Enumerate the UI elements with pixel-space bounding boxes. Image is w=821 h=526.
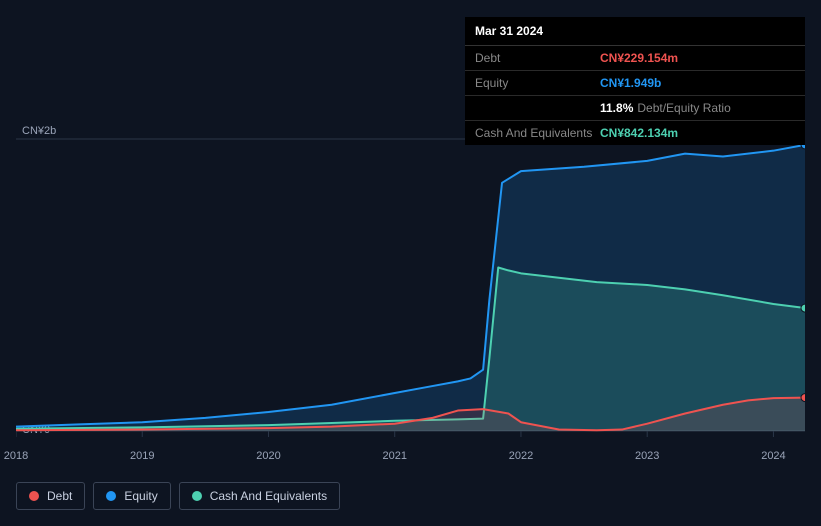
x-tick-label: 2024 (761, 450, 785, 462)
x-tick-label: 2023 (635, 450, 659, 462)
tooltip-row-equity: Equity CN¥1.949b (465, 71, 805, 96)
x-tick-label: 2021 (382, 450, 406, 462)
tooltip-ratio: 11.8%Debt/Equity Ratio (600, 101, 731, 115)
legend-dot-icon (106, 491, 116, 501)
x-tick-label: 2020 (256, 450, 280, 462)
tooltip-row-debt: Debt CN¥229.154m (465, 46, 805, 71)
chart-svg (16, 125, 805, 445)
tooltip-row-cash: Cash And Equivalents CN¥842.134m (465, 121, 805, 145)
chart-plot-area[interactable] (16, 125, 805, 445)
legend: Debt Equity Cash And Equivalents (16, 482, 340, 510)
tooltip-value: CN¥1.949b (600, 76, 661, 90)
x-tick-label: 2022 (509, 450, 533, 462)
legend-label: Equity (124, 489, 157, 503)
chart-tooltip: Mar 31 2024 Debt CN¥229.154m Equity CN¥1… (465, 17, 805, 145)
legend-debt[interactable]: Debt (16, 482, 85, 510)
legend-label: Cash And Equivalents (210, 489, 327, 503)
x-tick-label: 2019 (130, 450, 154, 462)
tooltip-label: Equity (475, 76, 600, 90)
x-axis: 2018201920202021202220232024 (16, 450, 805, 470)
tooltip-row-ratio: 11.8%Debt/Equity Ratio (465, 96, 805, 121)
legend-dot-icon (29, 491, 39, 501)
x-tick-label: 2018 (4, 450, 28, 462)
legend-equity[interactable]: Equity (93, 482, 170, 510)
tooltip-value: CN¥842.134m (600, 126, 678, 140)
tooltip-label: Debt (475, 51, 600, 65)
legend-label: Debt (47, 489, 72, 503)
tooltip-value: CN¥229.154m (600, 51, 678, 65)
tooltip-label (475, 101, 600, 115)
legend-dot-icon (192, 491, 202, 501)
tooltip-date: Mar 31 2024 (465, 17, 805, 46)
legend-cash[interactable]: Cash And Equivalents (179, 482, 340, 510)
tooltip-label: Cash And Equivalents (475, 126, 600, 140)
